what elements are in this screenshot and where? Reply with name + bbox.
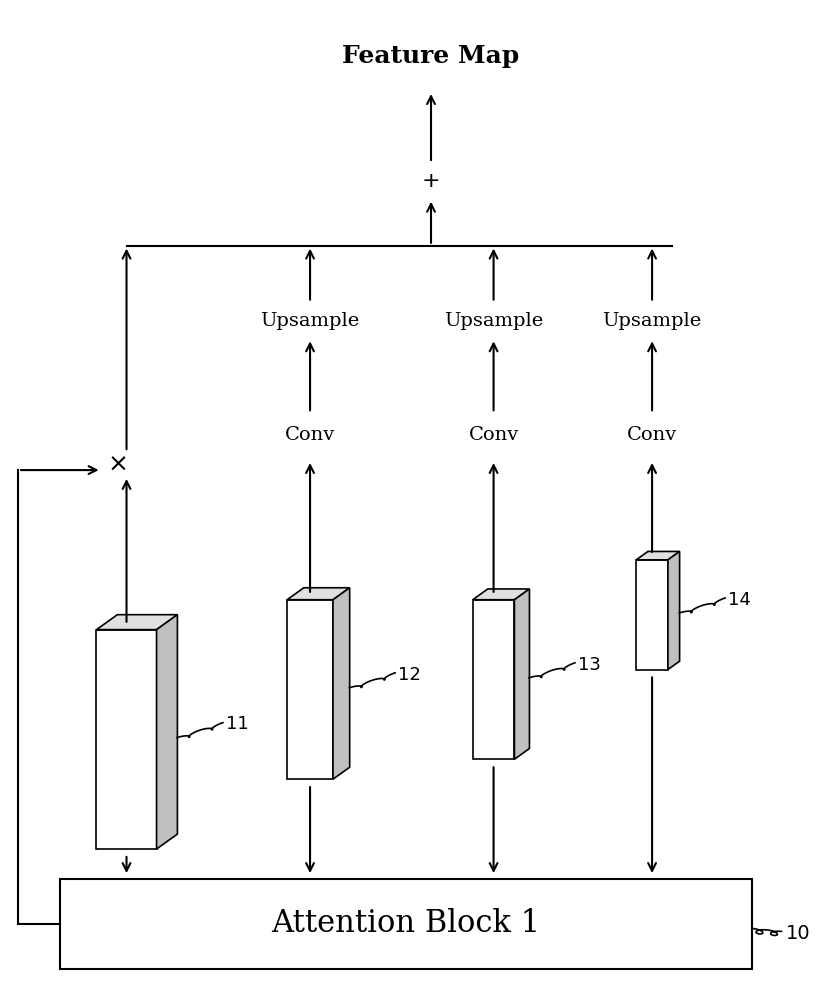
Polygon shape: [514, 589, 529, 759]
Text: Conv: Conv: [284, 426, 334, 444]
Text: 13: 13: [577, 656, 600, 674]
Text: Upsample: Upsample: [602, 312, 701, 330]
Polygon shape: [635, 560, 667, 670]
Text: 11: 11: [226, 715, 248, 733]
Polygon shape: [96, 630, 156, 849]
Text: Upsample: Upsample: [260, 312, 359, 330]
Polygon shape: [96, 615, 177, 630]
Polygon shape: [156, 615, 177, 849]
Polygon shape: [287, 588, 349, 600]
Text: Attention Block 1: Attention Block 1: [271, 908, 540, 939]
Polygon shape: [472, 589, 529, 600]
Polygon shape: [333, 588, 349, 779]
Text: +: +: [421, 171, 440, 191]
Text: 12: 12: [398, 666, 421, 684]
Text: Upsample: Upsample: [443, 312, 543, 330]
Bar: [59, 879, 752, 969]
Text: Conv: Conv: [468, 426, 518, 444]
Text: Feature Map: Feature Map: [342, 44, 519, 68]
Text: 14: 14: [727, 591, 750, 609]
Text: ×: ×: [108, 453, 129, 477]
Polygon shape: [635, 551, 679, 560]
Polygon shape: [472, 600, 514, 759]
Text: Conv: Conv: [626, 426, 676, 444]
Polygon shape: [287, 600, 333, 779]
Text: 10: 10: [785, 924, 809, 943]
Polygon shape: [667, 551, 679, 670]
